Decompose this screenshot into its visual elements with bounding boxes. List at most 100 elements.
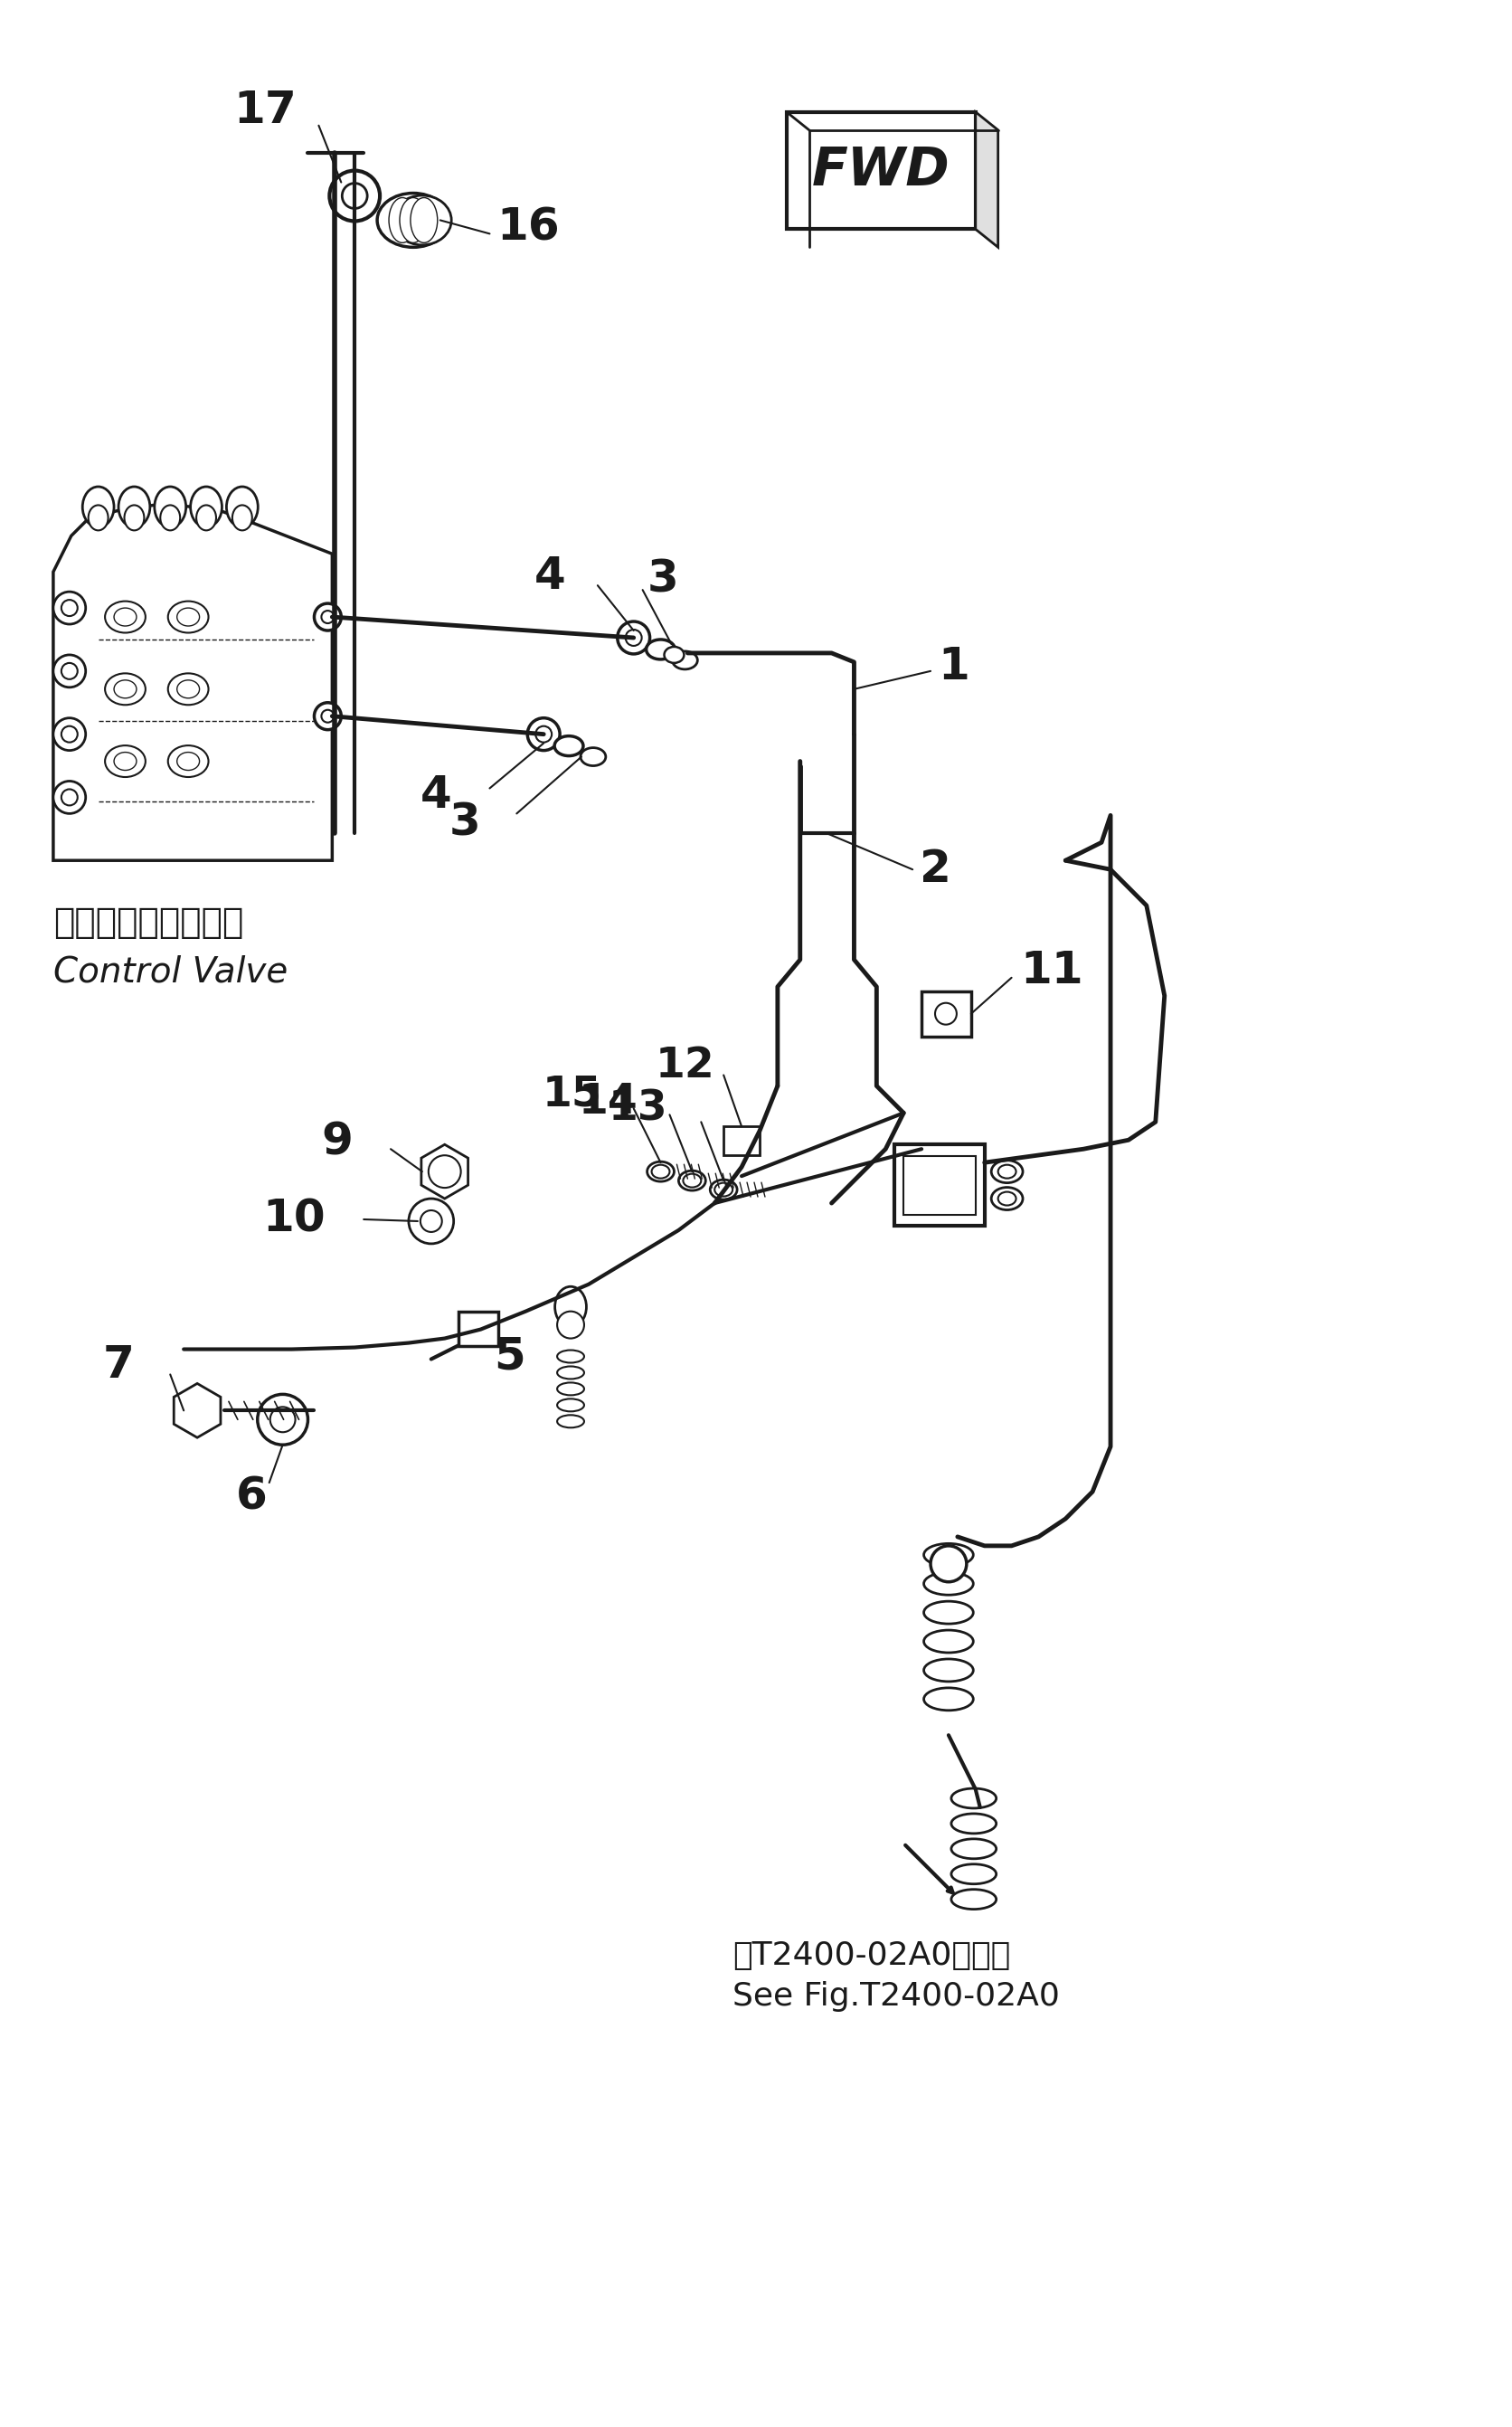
Ellipse shape [556,1398,584,1413]
Ellipse shape [168,745,209,777]
Ellipse shape [177,680,200,699]
Text: 6: 6 [236,1476,268,1517]
Circle shape [53,655,86,687]
Text: 12: 12 [655,1046,715,1087]
Ellipse shape [168,602,209,633]
Circle shape [257,1393,308,1444]
Ellipse shape [652,1165,670,1180]
Text: 3: 3 [647,558,679,602]
Ellipse shape [951,1888,996,1910]
Circle shape [53,718,86,750]
Circle shape [528,718,559,750]
Polygon shape [975,112,998,248]
Ellipse shape [113,752,136,769]
Circle shape [314,704,342,731]
Ellipse shape [556,1383,584,1396]
Ellipse shape [992,1160,1022,1182]
Ellipse shape [951,1864,996,1883]
Circle shape [428,1155,461,1187]
Ellipse shape [555,1286,587,1328]
Bar [921,990,971,1036]
Ellipse shape [389,197,416,243]
Ellipse shape [399,197,426,243]
Ellipse shape [711,1180,738,1199]
Circle shape [535,726,552,743]
Text: 第T2400-02A0図参照: 第T2400-02A0図参照 [733,1942,1010,1971]
Circle shape [934,1002,957,1024]
Ellipse shape [104,672,145,704]
Ellipse shape [924,1544,974,1565]
Polygon shape [422,1146,469,1199]
Ellipse shape [393,197,452,245]
Ellipse shape [410,197,437,243]
Bar [895,1146,984,1226]
Ellipse shape [113,607,136,626]
Ellipse shape [679,1170,706,1192]
Ellipse shape [673,650,697,670]
Text: 11: 11 [1021,949,1084,993]
Ellipse shape [160,505,180,532]
Text: 14: 14 [579,1082,638,1121]
Text: 4: 4 [420,774,452,818]
Circle shape [556,1311,584,1337]
Circle shape [53,781,86,813]
Text: 17: 17 [233,87,296,131]
Circle shape [322,709,334,723]
Ellipse shape [924,1602,974,1624]
Ellipse shape [951,1813,996,1832]
Circle shape [322,612,334,624]
Ellipse shape [104,602,145,633]
Circle shape [408,1199,454,1243]
Ellipse shape [168,672,209,704]
Circle shape [62,789,77,806]
Ellipse shape [924,1660,974,1682]
Ellipse shape [118,488,150,527]
Ellipse shape [556,1349,584,1362]
Ellipse shape [556,1366,584,1379]
Text: コントロールバルブ: コントロールバルブ [53,905,243,939]
Text: 3: 3 [449,801,481,845]
Ellipse shape [924,1631,974,1653]
Ellipse shape [683,1175,702,1187]
Polygon shape [174,1383,221,1437]
Text: 7: 7 [103,1345,135,1388]
Text: 16: 16 [497,206,559,250]
Ellipse shape [924,1573,974,1595]
Circle shape [62,663,77,680]
Ellipse shape [930,1546,966,1582]
Ellipse shape [998,1165,1016,1180]
Circle shape [53,592,86,624]
Ellipse shape [83,488,113,527]
Ellipse shape [177,607,200,626]
Circle shape [342,182,367,209]
Ellipse shape [581,748,606,767]
Ellipse shape [376,194,449,248]
Ellipse shape [88,505,109,532]
Ellipse shape [951,1840,996,1859]
Ellipse shape [233,505,253,532]
Ellipse shape [104,745,145,777]
Ellipse shape [715,1182,733,1197]
Polygon shape [53,505,333,862]
Ellipse shape [124,505,144,532]
Text: FWD: FWD [812,146,950,197]
Text: 2: 2 [919,847,951,891]
Circle shape [271,1408,295,1432]
Ellipse shape [197,505,216,532]
Ellipse shape [992,1187,1022,1211]
Ellipse shape [951,1789,996,1808]
Text: See Fig.T2400-02A0: See Fig.T2400-02A0 [733,1980,1060,2012]
Circle shape [314,604,342,631]
Bar [458,1311,499,1345]
Circle shape [62,599,77,616]
Ellipse shape [227,488,259,527]
Bar [904,1155,975,1216]
Ellipse shape [555,735,584,755]
Ellipse shape [664,646,683,663]
Ellipse shape [998,1192,1016,1206]
Text: Control Valve: Control Valve [53,956,287,990]
Ellipse shape [924,1687,974,1711]
Circle shape [617,621,650,653]
Text: 15: 15 [543,1075,602,1116]
Circle shape [626,629,641,646]
